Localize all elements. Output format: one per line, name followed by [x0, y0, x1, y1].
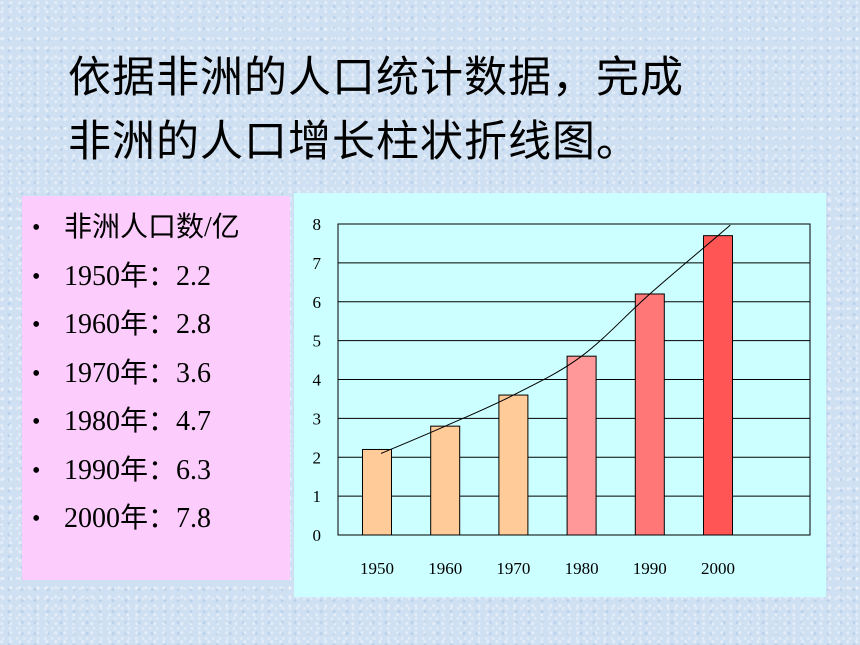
x-tick-label: 1960: [428, 559, 462, 578]
title-line-2: 非洲的人口增长柱状折线图。: [68, 117, 640, 167]
population-data-panel: 非洲人口数/亿 1950年：2.2 1960年：2.8 1970年：3.6 19…: [22, 196, 290, 580]
list-item: 1950年：2.2: [22, 253, 290, 302]
trend-line: [380, 224, 731, 454]
y-tick-label: 6: [313, 293, 322, 312]
list-item: 1960年：2.8: [22, 301, 290, 350]
list-item: 1970年：3.6: [22, 350, 290, 399]
bar-1980: [566, 355, 597, 536]
y-tick-label: 4: [313, 371, 322, 390]
bar-2000: [703, 235, 733, 536]
y-tick-label: 3: [313, 409, 322, 428]
y-tick-label: 1: [313, 487, 322, 506]
x-tick-label: 1980: [565, 559, 599, 578]
slide-title: 依据非洲的人口统计数据，完成 非洲的人口增长柱状折线图。: [68, 46, 828, 174]
bar-1970: [498, 394, 529, 536]
y-tick-label: 0: [313, 526, 322, 545]
x-tick-label: 1990: [633, 559, 667, 578]
population-list: 非洲人口数/亿 1950年：2.2 1960年：2.8 1970年：3.6 19…: [22, 204, 290, 544]
list-item: 1980年：4.7: [22, 398, 290, 447]
list-item: 2000年：7.8: [22, 495, 290, 544]
bar-1950: [362, 448, 392, 536]
x-tick-label: 2000: [701, 559, 735, 578]
y-tick-label: 5: [313, 332, 322, 351]
x-tick-label: 1950: [360, 559, 394, 578]
list-item: 1990年：6.3: [22, 447, 290, 496]
y-tick-label: 8: [313, 215, 322, 234]
bar-1990: [634, 293, 665, 536]
chart-panel: 0 1 2 3 4 5 6 7 8 1950 1960 1970 1980 1990 2000: [294, 193, 826, 597]
list-header: 非洲人口数/亿: [22, 204, 290, 253]
title-line-1: 依据非洲的人口统计数据，完成: [68, 53, 684, 103]
x-tick-label: 1970: [496, 559, 530, 578]
bar-1960: [430, 425, 461, 536]
population-bar-chart: 0 1 2 3 4 5 6 7 8 1950 1960 1970 1980 1990 2000: [313, 215, 811, 578]
y-tick-label: 2: [313, 448, 322, 467]
y-tick-label: 7: [313, 254, 322, 273]
